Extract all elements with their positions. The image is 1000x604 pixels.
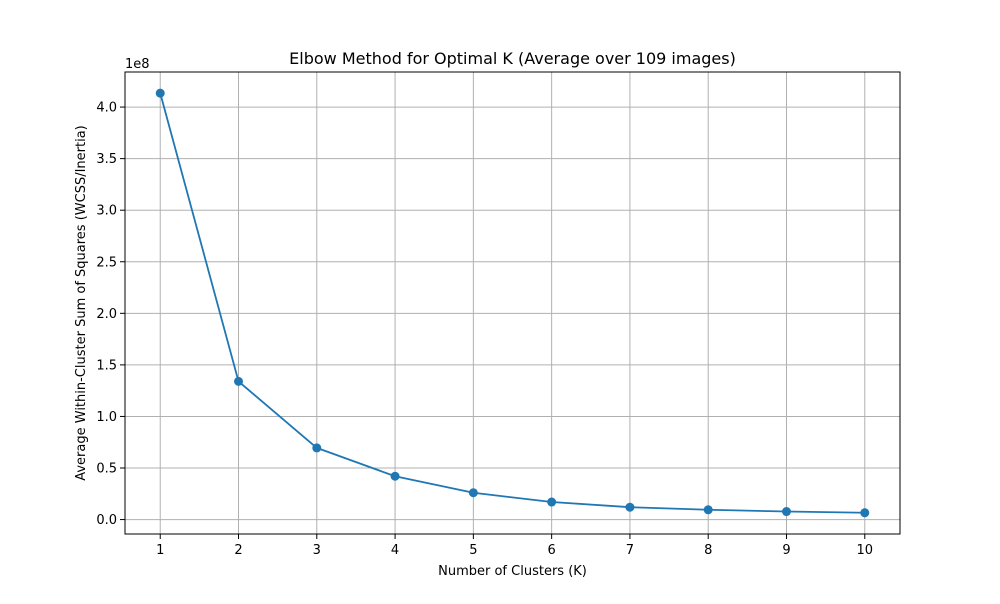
- data-point: [625, 502, 635, 512]
- x-tick-label: 9: [782, 543, 790, 558]
- data-point: [390, 471, 400, 481]
- y-tick-label: 0.5: [96, 462, 117, 477]
- x-tick-label: 3: [313, 543, 321, 558]
- x-axis-label: Number of Clusters (K): [438, 564, 587, 579]
- data-point: [234, 376, 244, 386]
- y-tick-label: 3.0: [96, 204, 117, 219]
- y-tick-label: 0.0: [96, 513, 117, 528]
- y-tick-label: 2.0: [96, 307, 117, 322]
- x-tick-label: 8: [704, 543, 712, 558]
- data-point: [703, 505, 713, 515]
- y-tick-label: 1.0: [96, 410, 117, 425]
- y-offset-label: 1e8: [125, 57, 150, 72]
- y-tick-label: 3.5: [96, 152, 117, 167]
- x-tick-label: 4: [391, 543, 399, 558]
- series-layer: [155, 88, 870, 518]
- data-point: [468, 488, 478, 498]
- y-tick-label: 2.5: [96, 255, 117, 270]
- series-line: [159, 92, 865, 514]
- chart-title: Elbow Method for Optimal K (Average over…: [289, 49, 736, 68]
- x-tick-label: 10: [856, 543, 873, 558]
- grid: [125, 72, 900, 534]
- y-tick-label: 1.5: [96, 358, 117, 373]
- y-tick-label: 4.0: [96, 101, 117, 116]
- plot-frame: [124, 71, 901, 535]
- x-tick-label: 7: [626, 543, 634, 558]
- ticks: 1 2 3 4 5 6 7 8 9 10 0.0 0.5 1.0 1.5 2.0 2.5 3.0 3.5 4.0: [96, 101, 873, 558]
- y-axis-label: Average Within-Cluster Sum of Squares (W…: [74, 125, 89, 481]
- data-point: [312, 443, 322, 453]
- x-tick-label: 5: [469, 543, 477, 558]
- x-tick-label: 6: [548, 543, 556, 558]
- data-point: [781, 507, 791, 517]
- data-point: [547, 497, 557, 507]
- x-tick-label: 2: [234, 543, 242, 558]
- data-point: [860, 508, 870, 518]
- x-tick-label: 1: [156, 543, 164, 558]
- data-point: [155, 88, 165, 98]
